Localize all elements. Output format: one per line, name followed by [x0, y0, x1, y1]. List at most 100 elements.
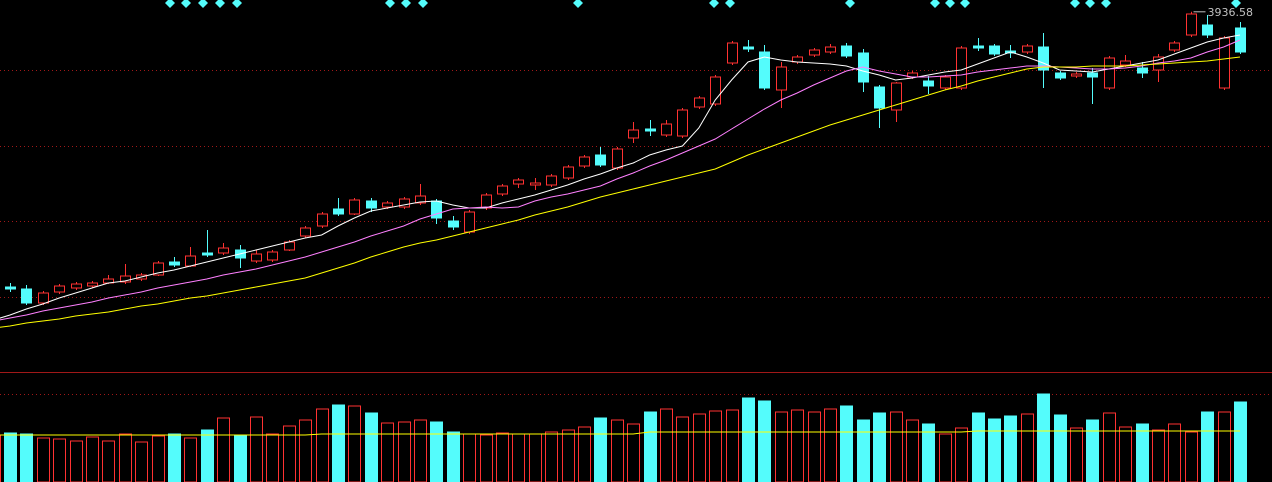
candle-body: [530, 182, 541, 186]
candle-body: [54, 285, 65, 293]
moving-average-line: [0, 430, 1240, 436]
candle-body: [399, 198, 410, 208]
volume-bar: [906, 419, 919, 482]
candle-body: [891, 82, 902, 111]
candle-body: [267, 251, 278, 261]
volume-bar: [808, 411, 821, 482]
volume-bar: [644, 411, 657, 482]
candle-body: [120, 275, 131, 283]
volume-bar: [972, 412, 985, 482]
volume-bar: [758, 400, 771, 482]
candle-body: [628, 129, 639, 139]
marker: [845, 0, 855, 8]
candle-body: [1235, 27, 1246, 53]
top-markers: [165, 0, 1241, 8]
volume-bar: [1152, 429, 1165, 482]
volume-bar: [430, 421, 443, 482]
candle-body: [874, 86, 885, 109]
candle-body: [1104, 57, 1115, 89]
marker: [1101, 0, 1111, 8]
volume-bar: [1201, 411, 1214, 482]
high-label: 3936.58: [1208, 6, 1254, 19]
candle-body: [21, 288, 32, 304]
candle-body: [1055, 72, 1066, 79]
volume-bar: [890, 411, 903, 482]
volume-bar: [102, 440, 115, 482]
candle-body: [1202, 24, 1213, 36]
candle-body: [1071, 73, 1082, 77]
moving-average-line: [0, 39, 1241, 321]
candle-body: [185, 255, 196, 267]
candle-body: [989, 45, 1000, 55]
volume-bar: [742, 397, 755, 482]
marker: [385, 0, 395, 8]
volume-bar: [332, 404, 345, 482]
volume-bar: [135, 441, 148, 482]
candle-body: [333, 208, 344, 215]
candle-body: [513, 179, 524, 185]
volume-bar: [857, 419, 870, 482]
volume-bar: [1103, 412, 1116, 482]
candle-body: [1137, 67, 1148, 74]
volume-bar: [955, 427, 968, 482]
volume-bar: [562, 429, 575, 482]
candle-body: [464, 211, 475, 233]
volume-bar: [480, 434, 493, 482]
candle-body: [579, 156, 590, 167]
moving-average-line: [0, 34, 1241, 319]
volume-bar: [529, 433, 542, 482]
marker: [215, 0, 225, 8]
volume-bar: [152, 435, 165, 482]
volume-bar: [53, 438, 66, 482]
marker: [232, 0, 242, 8]
volume-bar: [20, 433, 33, 482]
volume-bar: [939, 433, 952, 482]
candle-body: [694, 97, 705, 108]
candle-body: [563, 166, 574, 179]
volume-bar: [594, 417, 607, 482]
candle-body: [153, 262, 164, 276]
candle-body: [743, 46, 754, 50]
volume-bar: [709, 410, 722, 482]
candle-body: [1120, 60, 1131, 66]
volume-bar: [1021, 413, 1034, 482]
volume-bar: [447, 431, 460, 482]
candle-body: [284, 241, 295, 251]
candle-body: [1169, 42, 1180, 51]
marker: [573, 0, 583, 8]
candle-body: [1038, 46, 1049, 71]
candle-body: [759, 51, 770, 89]
volume-bar: [234, 434, 247, 482]
candle-body: [825, 46, 836, 53]
volume-bar: [414, 419, 427, 482]
candle-body: [973, 45, 984, 49]
volume-bar: [873, 412, 886, 482]
volume-bar: [365, 412, 378, 482]
marker: [401, 0, 411, 8]
candle-body: [448, 220, 459, 228]
candle-body: [251, 253, 262, 262]
marker: [198, 0, 208, 8]
volume-bar: [775, 411, 788, 482]
candle-body: [349, 199, 360, 215]
volume-bar: [512, 433, 525, 482]
candle-body: [5, 286, 16, 290]
volume-bar: [1234, 401, 1247, 482]
volume-bar: [660, 408, 673, 482]
candle-body: [169, 261, 180, 266]
volume-bar: [0, 434, 1, 482]
volume-bar: [1136, 423, 1149, 482]
candle-body: [595, 154, 606, 166]
volume-bar: [1054, 414, 1067, 482]
candle-body: [202, 252, 213, 256]
candle-body: [923, 80, 934, 87]
candle-body: [940, 76, 951, 89]
candle-body: [710, 76, 721, 105]
moving-average-line: [0, 56, 1241, 328]
volume-bar: [168, 433, 181, 482]
volume-bar: [398, 421, 411, 482]
candle-body: [481, 194, 492, 209]
volume-bar: [611, 419, 624, 482]
marker: [1231, 0, 1241, 8]
